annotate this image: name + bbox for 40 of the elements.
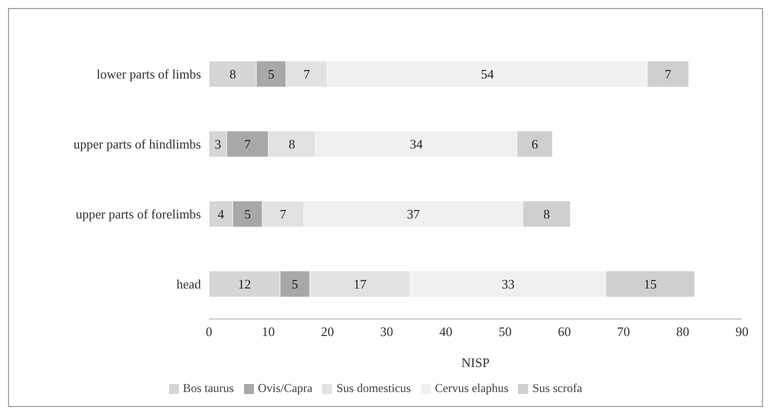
legend-label: Sus domesticus (336, 381, 411, 395)
x-tick-label: 0 (206, 324, 212, 340)
legend-label: Ovis/Capra (258, 381, 312, 395)
x-tick-label: 50 (498, 324, 512, 340)
data-label: 54 (480, 66, 494, 82)
data-label: 7 (303, 66, 310, 82)
x-axis-title: NISP (461, 355, 490, 370)
data-label: 7 (280, 206, 287, 222)
legend-label: Bos taurus (182, 381, 234, 395)
y-tick-label: head (176, 276, 202, 292)
data-label: 8 (543, 206, 550, 222)
data-label: 8 (229, 66, 236, 82)
x-tick-label: 40 (439, 324, 452, 340)
y-tick-label: upper parts of forelimbs (76, 206, 201, 222)
data-label: 15 (644, 276, 657, 292)
x-tick-label: 10 (262, 324, 275, 340)
data-label: 5 (244, 206, 251, 222)
data-label: 4 (218, 206, 225, 222)
data-label: 33 (502, 276, 515, 292)
data-label: 34 (410, 136, 424, 152)
data-label: 17 (354, 276, 368, 292)
x-tick-label: 20 (320, 324, 334, 340)
data-label: 5 (268, 66, 274, 82)
legend-label: Cervus elaphus (434, 381, 508, 395)
data-label: 7 (244, 136, 252, 152)
x-tick-label: 70 (617, 324, 630, 340)
x-tick-label: 30 (380, 324, 394, 340)
data-label: 7 (664, 66, 672, 82)
data-label: 37 (406, 206, 420, 222)
data-label: 3 (214, 136, 222, 152)
x-tick-label: 80 (676, 324, 690, 340)
y-tick-label: lower parts of limbs (96, 66, 201, 82)
data-label: 5 (292, 276, 298, 292)
x-tick-label: 90 (736, 324, 748, 340)
data-label: 8 (288, 136, 296, 152)
data-label: 12 (238, 276, 252, 292)
data-label: 6 (531, 136, 538, 152)
y-tick-label: upper parts of hindlimbs (74, 136, 201, 152)
legend-label: Sus scrofa (532, 381, 582, 395)
x-tick-label: 60 (558, 324, 571, 340)
